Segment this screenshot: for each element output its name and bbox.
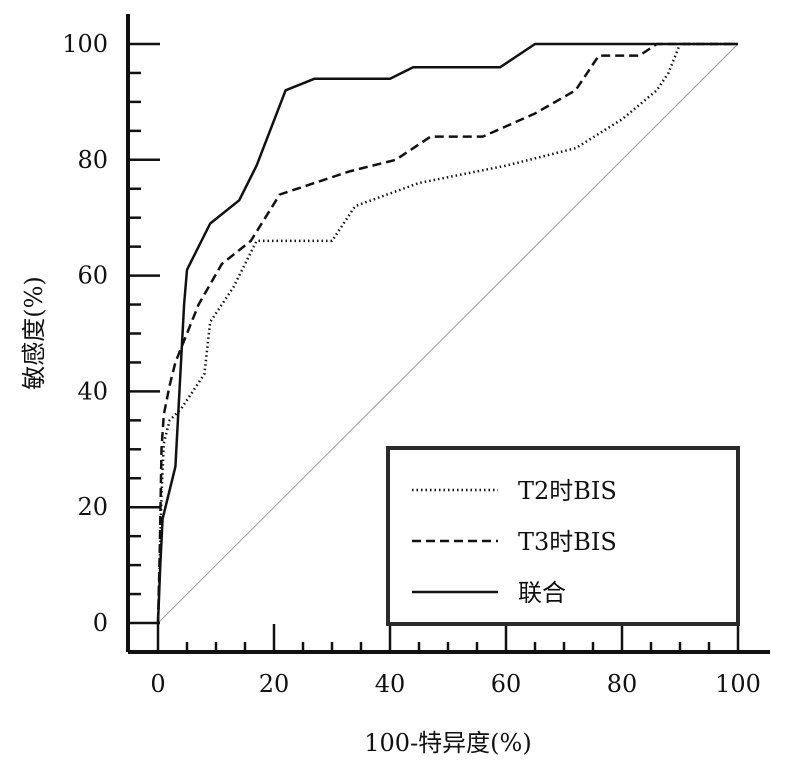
axes: 0 20 40 60 80 100 0 20 40 60 80 100 — [62, 14, 770, 698]
x-tick-label: 40 — [375, 670, 406, 698]
x-tick-label: 0 — [150, 670, 165, 698]
legend: T2时BIS T3时BIS 联合 — [386, 446, 740, 626]
y-axis-title: 敏感度(%) — [20, 276, 48, 390]
legend-label-series-1: T2时BIS — [518, 477, 617, 505]
x-tick-label: 80 — [607, 670, 638, 698]
x-tick-label: 60 — [491, 670, 522, 698]
series-line-3 — [156, 42, 738, 624]
series-line-1 — [156, 42, 738, 624]
plot-area — [156, 42, 739, 624]
legend-label-series-3: 联合 — [518, 579, 566, 607]
x-tick-label: 100 — [715, 670, 761, 698]
y-tick-label: 20 — [77, 493, 108, 521]
legend-label-series-2: T3时BIS — [518, 528, 617, 556]
x-axis-title: 100-特异度(%) — [364, 729, 531, 757]
legend-box — [386, 446, 740, 626]
y-tick-label: 0 — [93, 609, 108, 637]
series-line-2 — [156, 42, 738, 624]
reference-diagonal-line — [157, 43, 739, 624]
x-tick-label: 20 — [259, 670, 290, 698]
y-tick-label: 100 — [62, 30, 108, 58]
y-tick-label: 60 — [77, 262, 108, 290]
y-tick-label: 40 — [77, 377, 108, 405]
y-tick-label: 80 — [77, 146, 108, 174]
